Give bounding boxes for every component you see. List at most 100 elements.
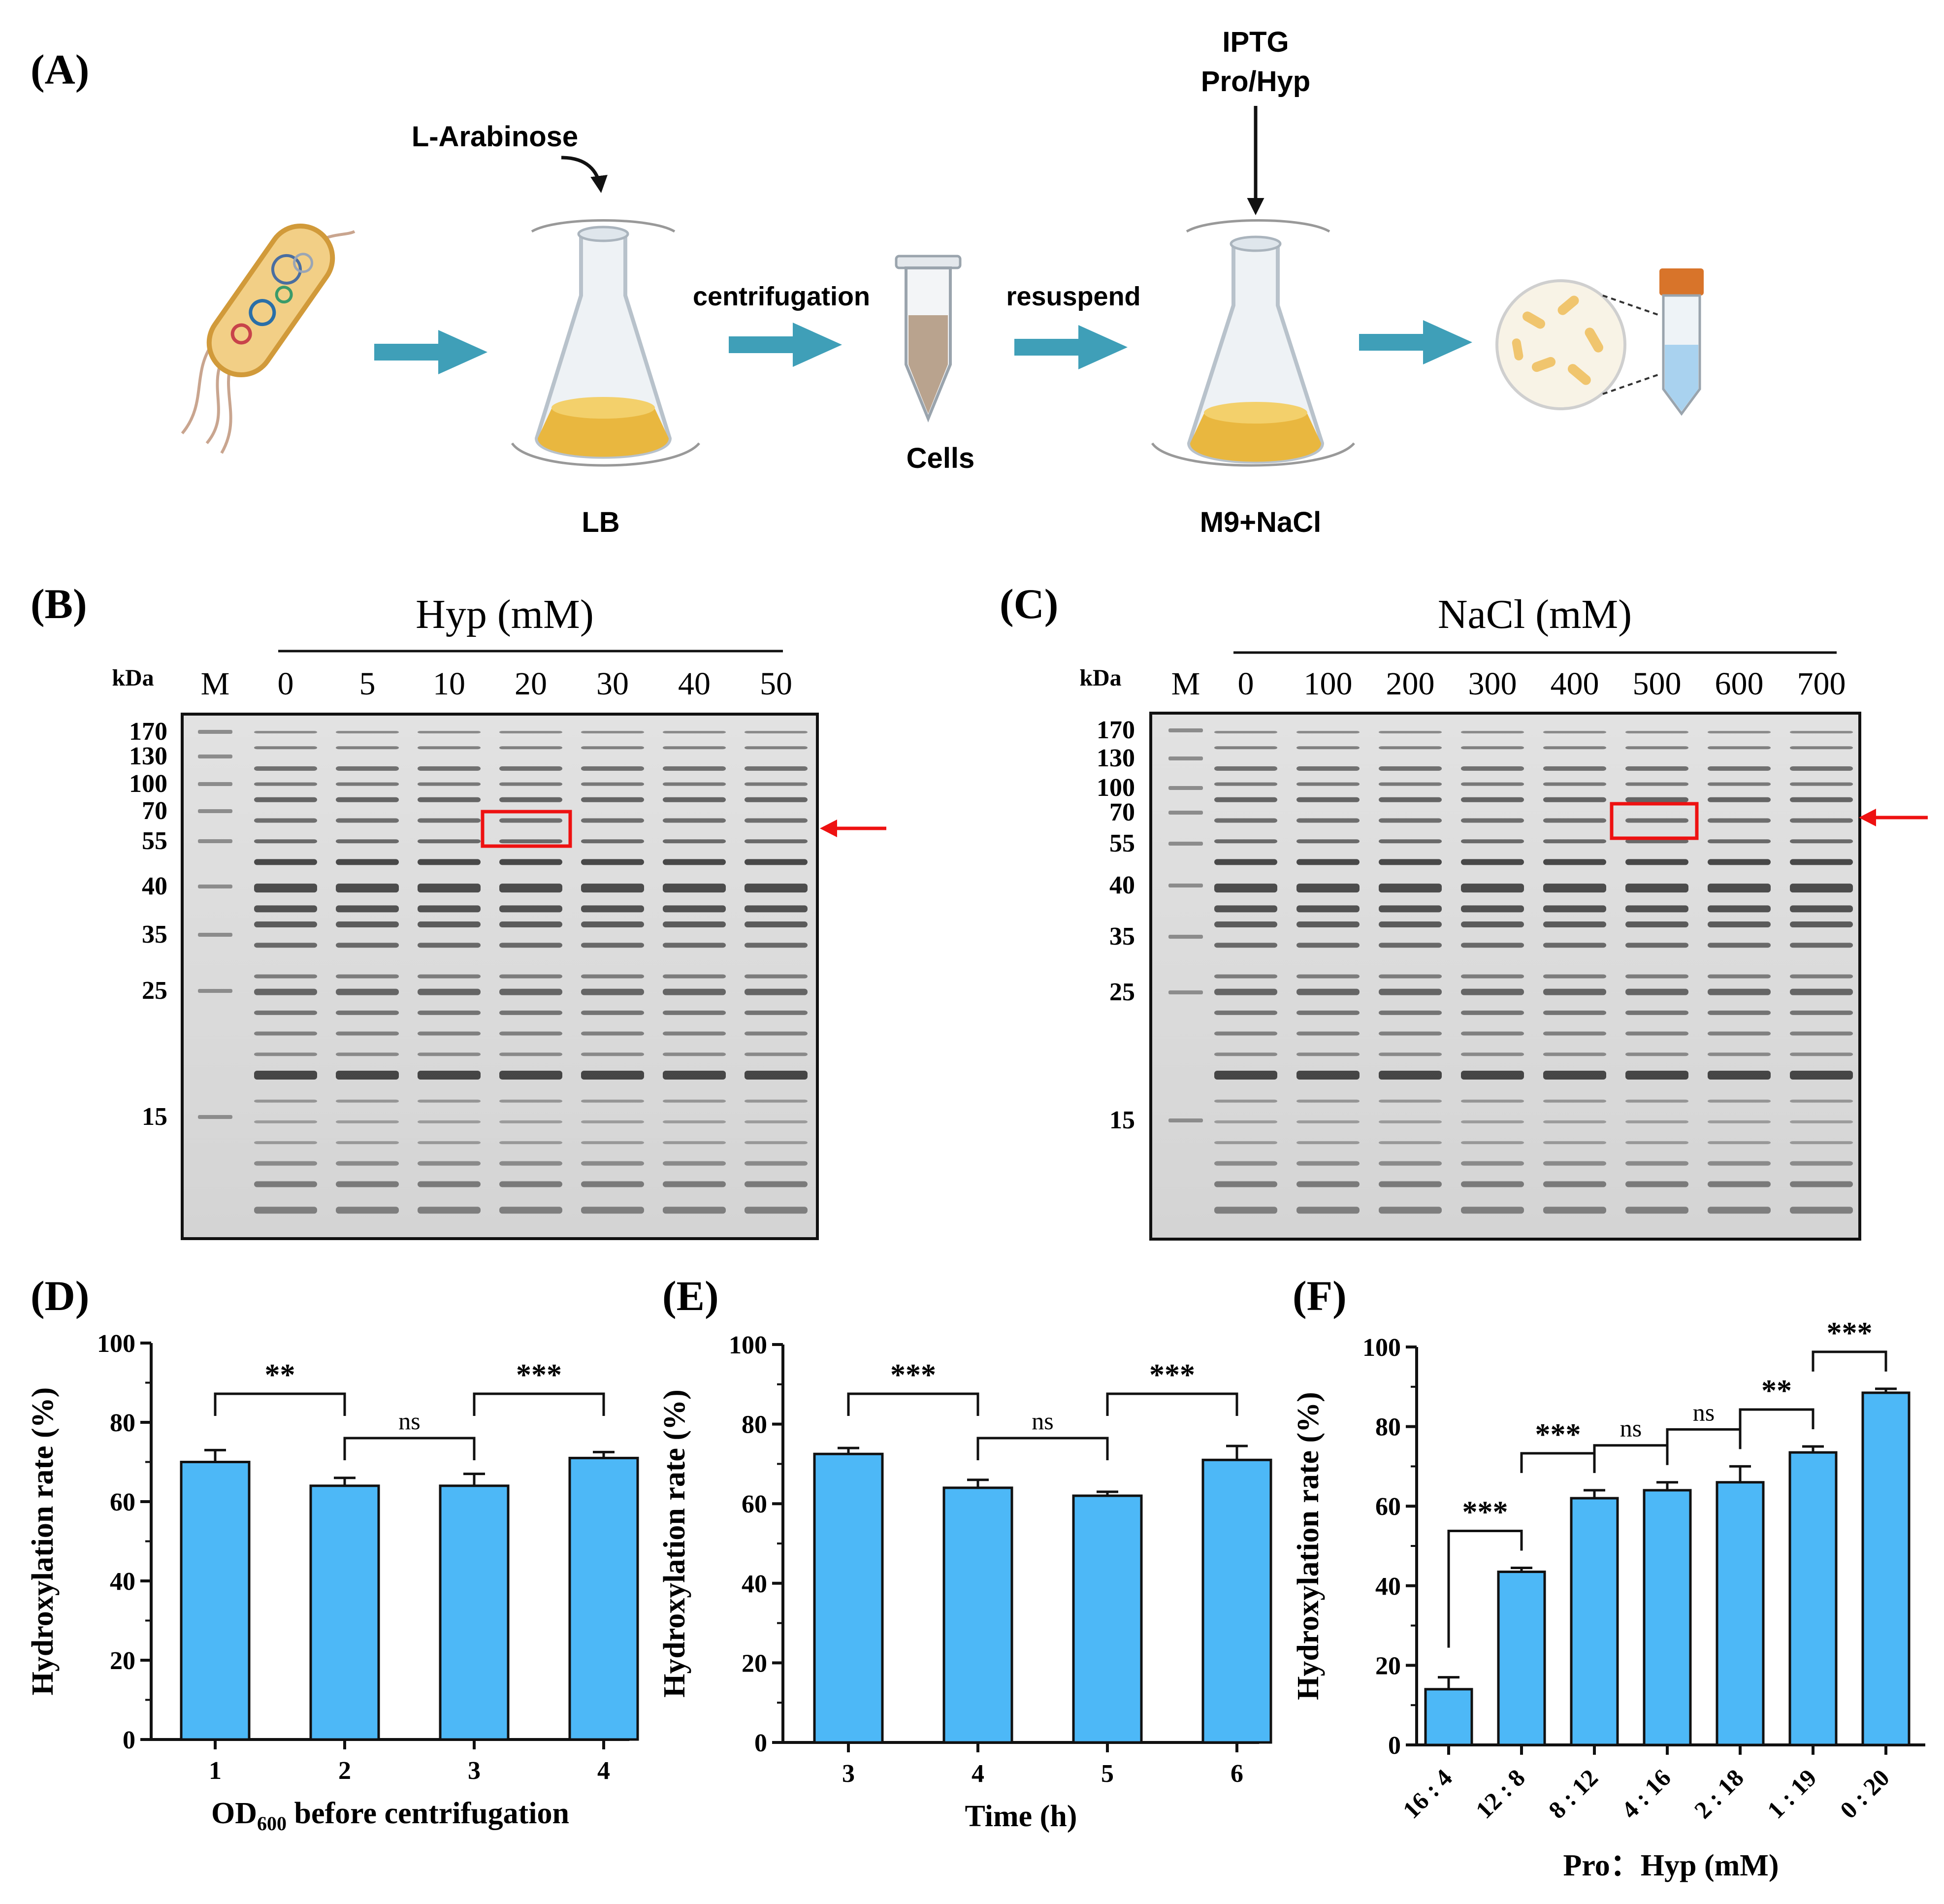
lane-label: 600 [1715,666,1764,702]
protein-band [1461,988,1524,995]
protein-band [336,818,399,823]
protein-band [336,921,399,927]
protein-band [499,839,562,844]
protein-band [1708,988,1771,995]
protein-band [418,818,481,823]
protein-band [499,1207,562,1214]
y-tick-label: 0 [123,1726,135,1754]
protein-band [1379,782,1442,786]
marker-size-label: 40 [1109,871,1135,899]
protein-band [1790,1052,1853,1056]
inducer1-arrow [561,156,608,193]
protein-band [1708,1120,1771,1123]
protein-band [663,1181,726,1187]
protein-band [581,859,644,865]
y-tick-label: 0 [1388,1732,1401,1760]
y-tick-label: 100 [729,1331,767,1359]
protein-band [336,1141,399,1145]
protein-band [1379,905,1442,913]
protein-band [1379,988,1442,995]
protein-band [581,782,644,786]
marker-size-label: 55 [1109,829,1135,857]
protein-band [1379,1070,1442,1080]
protein-band [1214,1052,1277,1056]
protein-band [1461,1120,1524,1123]
protein-band [1461,839,1524,844]
protein-band [1790,818,1853,823]
protein-band [663,1031,726,1036]
marker-size-label: 170 [1097,716,1135,744]
protein-band [1214,1161,1277,1166]
marker-band [198,933,232,937]
protein-band [581,921,644,927]
gel-b-title: Hyp (mM) [416,591,594,637]
lane-label: 400 [1551,666,1599,702]
protein-band [1708,1141,1771,1145]
significance-bracket [1447,1529,1523,1648]
protein-band [499,921,562,927]
protein-band [1214,1099,1277,1103]
protein-band [1708,818,1771,823]
protein-band [254,943,317,948]
protein-band [499,746,562,750]
x-tick-label: 3 [468,1757,481,1785]
panel-label-a: (A) [31,46,89,93]
chart-f: 0 20 40 60 80 100 Hydroxylation rate (%) 16 : 4… [1292,1316,1925,1882]
protein-band [1296,797,1360,802]
protein-band [499,731,562,734]
x-tick-label: 4 : 16 [1616,1764,1676,1824]
protein-band [1214,988,1277,995]
protein-band [1790,974,1853,979]
lane-label: 100 [1304,666,1353,702]
bar [1861,1391,1911,1746]
x-axis-label: Pro：Hyp (mM) [1563,1849,1779,1882]
significance-bracket [214,1392,346,1416]
bar [1072,1494,1143,1744]
marker-size-label: 70 [1109,798,1135,826]
protein-band [663,731,726,734]
protein-band [1625,839,1688,844]
protein-band [1379,1120,1442,1123]
marker-band [1168,884,1203,887]
protein-band [1708,1207,1771,1214]
protein-band [418,884,481,893]
marker-size-label: 15 [142,1103,167,1131]
protein-band [1296,859,1360,865]
protein-band [1214,818,1277,823]
protein-band [1543,905,1606,913]
protein-band [1296,1141,1360,1145]
marker-band [198,782,232,786]
protein-band [336,943,399,948]
protein-band [1461,766,1524,771]
protein-band [581,731,644,734]
protein-band [745,1120,808,1123]
protein-band [1296,921,1360,927]
significance-bracket [1593,1444,1669,1465]
protein-band [1543,1141,1606,1145]
protein-band [1708,746,1771,750]
protein-band [336,839,399,844]
y-tick-label: 60 [110,1488,135,1516]
significance-bracket [473,1392,605,1416]
protein-band [1296,905,1360,913]
step2-label: resuspend [1006,282,1140,311]
protein-band [1461,1052,1524,1056]
protein-band [581,1207,644,1214]
bar [568,1456,639,1741]
protein-band [254,1052,317,1056]
protein-band [254,1141,317,1145]
bar [1201,1458,1272,1744]
y-tick-label: 40 [1375,1573,1401,1601]
marker-size-label: 25 [1109,978,1135,1006]
significance-label: ns [398,1407,420,1435]
protein-band [254,731,317,734]
marker-size-label: 35 [1109,922,1135,951]
protein-band [1790,859,1853,865]
protein-band [499,1099,562,1103]
protein-band [1296,731,1360,734]
protein-band [1296,974,1360,979]
protein-band [745,905,808,913]
x-tick-label: 4 [972,1760,984,1788]
medium1-label: LB [582,506,619,538]
y-tick-label: 100 [1362,1334,1401,1362]
